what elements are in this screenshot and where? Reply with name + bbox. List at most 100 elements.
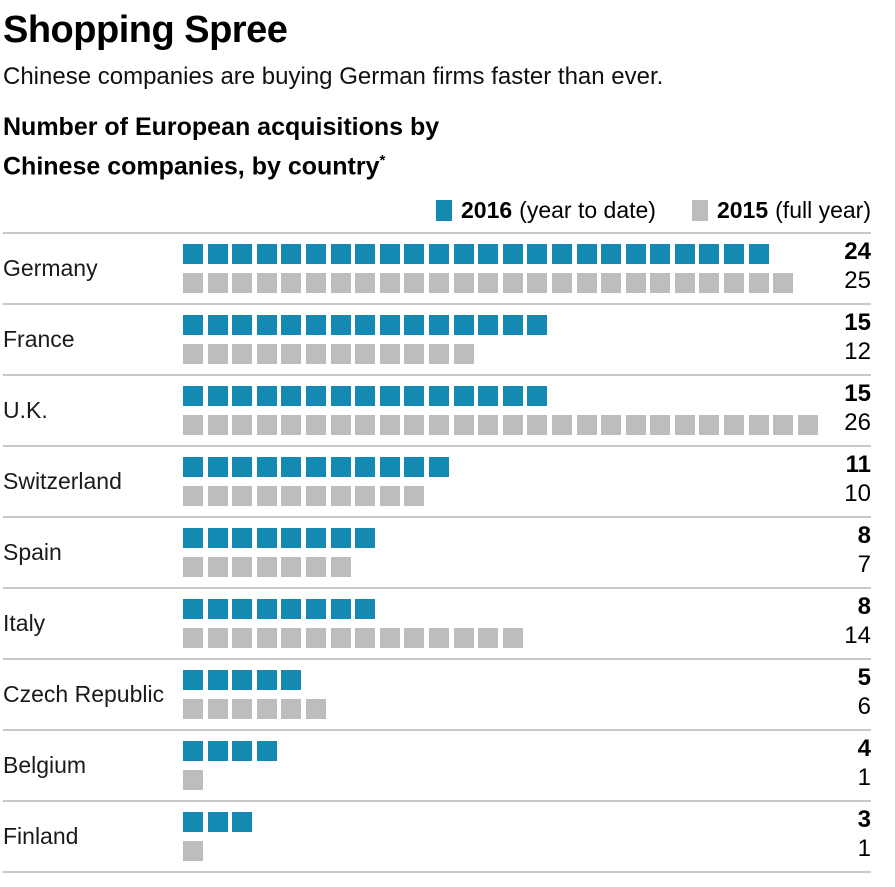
waffle-square-2016 [527, 385, 548, 406]
category-label: Italy [3, 609, 46, 636]
waffle-square-2016 [207, 669, 228, 690]
value-labels: 8 14 [827, 589, 871, 658]
category-label: Spain [3, 538, 62, 565]
waffle-square-2015 [601, 272, 622, 293]
waffle-square-2015 [305, 698, 326, 719]
waffle-square-2015 [502, 272, 523, 293]
waffle-square-2015 [330, 414, 351, 435]
waffle-square-2016 [207, 385, 228, 406]
waffle-square-2015 [232, 698, 253, 719]
series-strip-2016 [183, 385, 827, 406]
waffle-square-2015 [404, 414, 425, 435]
series-strip-2015 [183, 485, 827, 506]
waffle-square-2016 [699, 243, 720, 264]
waffle-square-2016 [453, 314, 474, 335]
series-strips [183, 376, 827, 445]
waffle-square-2015 [773, 414, 794, 435]
waffle-square-2015 [478, 627, 499, 648]
waffle-square-2015 [748, 414, 769, 435]
waffle-square-2016 [207, 243, 228, 264]
waffle-square-2016 [453, 385, 474, 406]
waffle-square-2016 [183, 669, 203, 690]
waffle-square-2016 [232, 811, 253, 832]
waffle-square-2015 [183, 485, 203, 506]
chart-subtitle: Chinese companies are buying German firm… [3, 62, 664, 90]
category-label: Finland [3, 822, 79, 849]
waffle-square-2015 [183, 840, 203, 861]
waffle-square-2015 [232, 485, 253, 506]
waffle-square-2015 [404, 343, 425, 364]
waffle-square-2015 [453, 627, 474, 648]
waffle-square-2016 [576, 243, 597, 264]
series-strip-2015 [183, 272, 827, 293]
waffle-square-2015 [330, 272, 351, 293]
waffle-square-2015 [305, 627, 326, 648]
waffle-square-2015 [404, 485, 425, 506]
series-strip-2016 [183, 740, 827, 761]
waffle-square-2016 [330, 385, 351, 406]
series-strips [183, 234, 827, 303]
waffle-square-2016 [379, 314, 400, 335]
waffle-square-2015 [428, 414, 449, 435]
value-2016: 5 [857, 663, 871, 691]
waffle-square-2015 [355, 343, 376, 364]
waffle-square-2016 [232, 527, 253, 548]
value-2015: 1 [857, 834, 871, 862]
waffle-square-2016 [256, 243, 277, 264]
value-2015: 26 [844, 408, 871, 436]
waffle-square-2016 [330, 527, 351, 548]
waffle-square-2016 [183, 243, 203, 264]
waffle-square-2016 [428, 385, 449, 406]
waffle-square-2015 [183, 698, 203, 719]
waffle-square-2016 [404, 385, 425, 406]
waffle-square-2015 [724, 414, 745, 435]
waffle-square-2015 [183, 343, 203, 364]
waffle-square-2015 [256, 485, 277, 506]
value-2016: 4 [857, 734, 871, 762]
legend-year-2015: 2015 [716, 196, 769, 223]
waffle-square-2015 [207, 272, 228, 293]
waffle-square-2016 [453, 243, 474, 264]
waffle-square-2015 [305, 485, 326, 506]
waffle-square-2016 [674, 243, 695, 264]
waffle-square-2016 [305, 243, 326, 264]
waffle-square-2016 [232, 456, 253, 477]
series-strip-2015 [183, 840, 827, 861]
value-2016: 11 [845, 450, 871, 478]
waffle-square-2016 [355, 598, 376, 619]
waffle-square-2016 [232, 243, 253, 264]
waffle-square-2016 [748, 243, 769, 264]
series-strips [183, 802, 827, 871]
waffle-square-2015 [232, 627, 253, 648]
waffle-square-2016 [207, 811, 228, 832]
legend-item-2016: 2016 (year to date) [436, 197, 656, 224]
waffle-square-2015 [232, 556, 253, 577]
waffle-square-2016 [281, 669, 302, 690]
series-strip-2016 [183, 243, 827, 264]
legend-item-2015: 2015 (full year) [691, 196, 871, 224]
waffle-square-2016 [232, 669, 253, 690]
waffle-square-2015 [281, 272, 302, 293]
waffle-square-2015 [650, 272, 671, 293]
waffle-square-2015 [305, 414, 326, 435]
waffle-square-2015 [551, 272, 572, 293]
waffle-square-2015 [183, 272, 203, 293]
chart-legend: 2016 (year to date) 2015 (full year) [3, 197, 871, 224]
value-labels: 15 12 [827, 305, 871, 374]
chart-row: Germany 24 25 [3, 231, 871, 303]
waffle-square-2016 [724, 243, 745, 264]
waffle-square-2016 [256, 740, 277, 761]
waffle-square-2015 [330, 485, 351, 506]
waffle-square-2016 [625, 243, 646, 264]
legend-swatch-2016-icon [436, 199, 452, 221]
series-strip-2016 [183, 314, 827, 335]
series-strip-2016 [183, 456, 827, 477]
waffle-square-2015 [428, 627, 449, 648]
series-strip-2015 [183, 627, 827, 648]
chart-row: Spain 8 7 [3, 515, 871, 587]
waffle-square-2016 [232, 598, 253, 619]
value-2016: 15 [844, 379, 871, 407]
value-2015: 7 [857, 550, 871, 578]
waffle-square-2015 [773, 272, 794, 293]
waffle-square-2015 [576, 414, 597, 435]
